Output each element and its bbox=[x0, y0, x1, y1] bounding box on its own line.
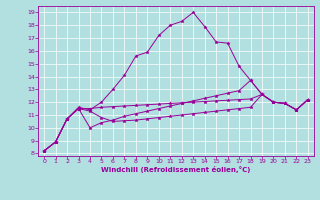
X-axis label: Windchill (Refroidissement éolien,°C): Windchill (Refroidissement éolien,°C) bbox=[101, 166, 251, 173]
